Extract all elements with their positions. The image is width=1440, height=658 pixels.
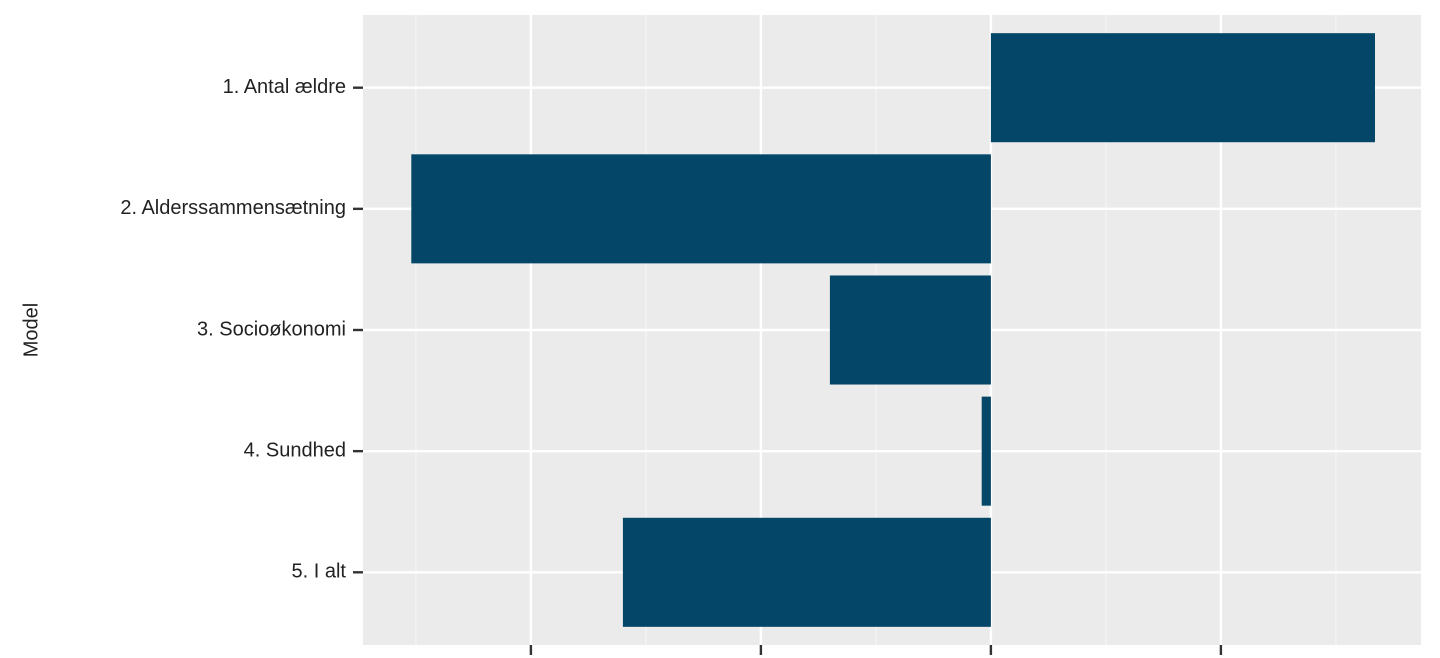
y-tick-label: 1. Antal ældre — [223, 76, 346, 98]
y-tick-label: 5. I alt — [292, 561, 347, 583]
y-tick-label: 2. Alderssammensætning — [120, 197, 346, 219]
bar — [411, 154, 991, 264]
bar — [981, 396, 991, 506]
y-tick-label: 3. Socioøkonomi — [197, 318, 346, 340]
bar — [990, 33, 1375, 143]
y-axis-title: Model — [20, 303, 42, 357]
bar — [829, 275, 991, 385]
y-tick-label: 4. Sundhed — [244, 439, 346, 461]
bar — [622, 517, 991, 627]
